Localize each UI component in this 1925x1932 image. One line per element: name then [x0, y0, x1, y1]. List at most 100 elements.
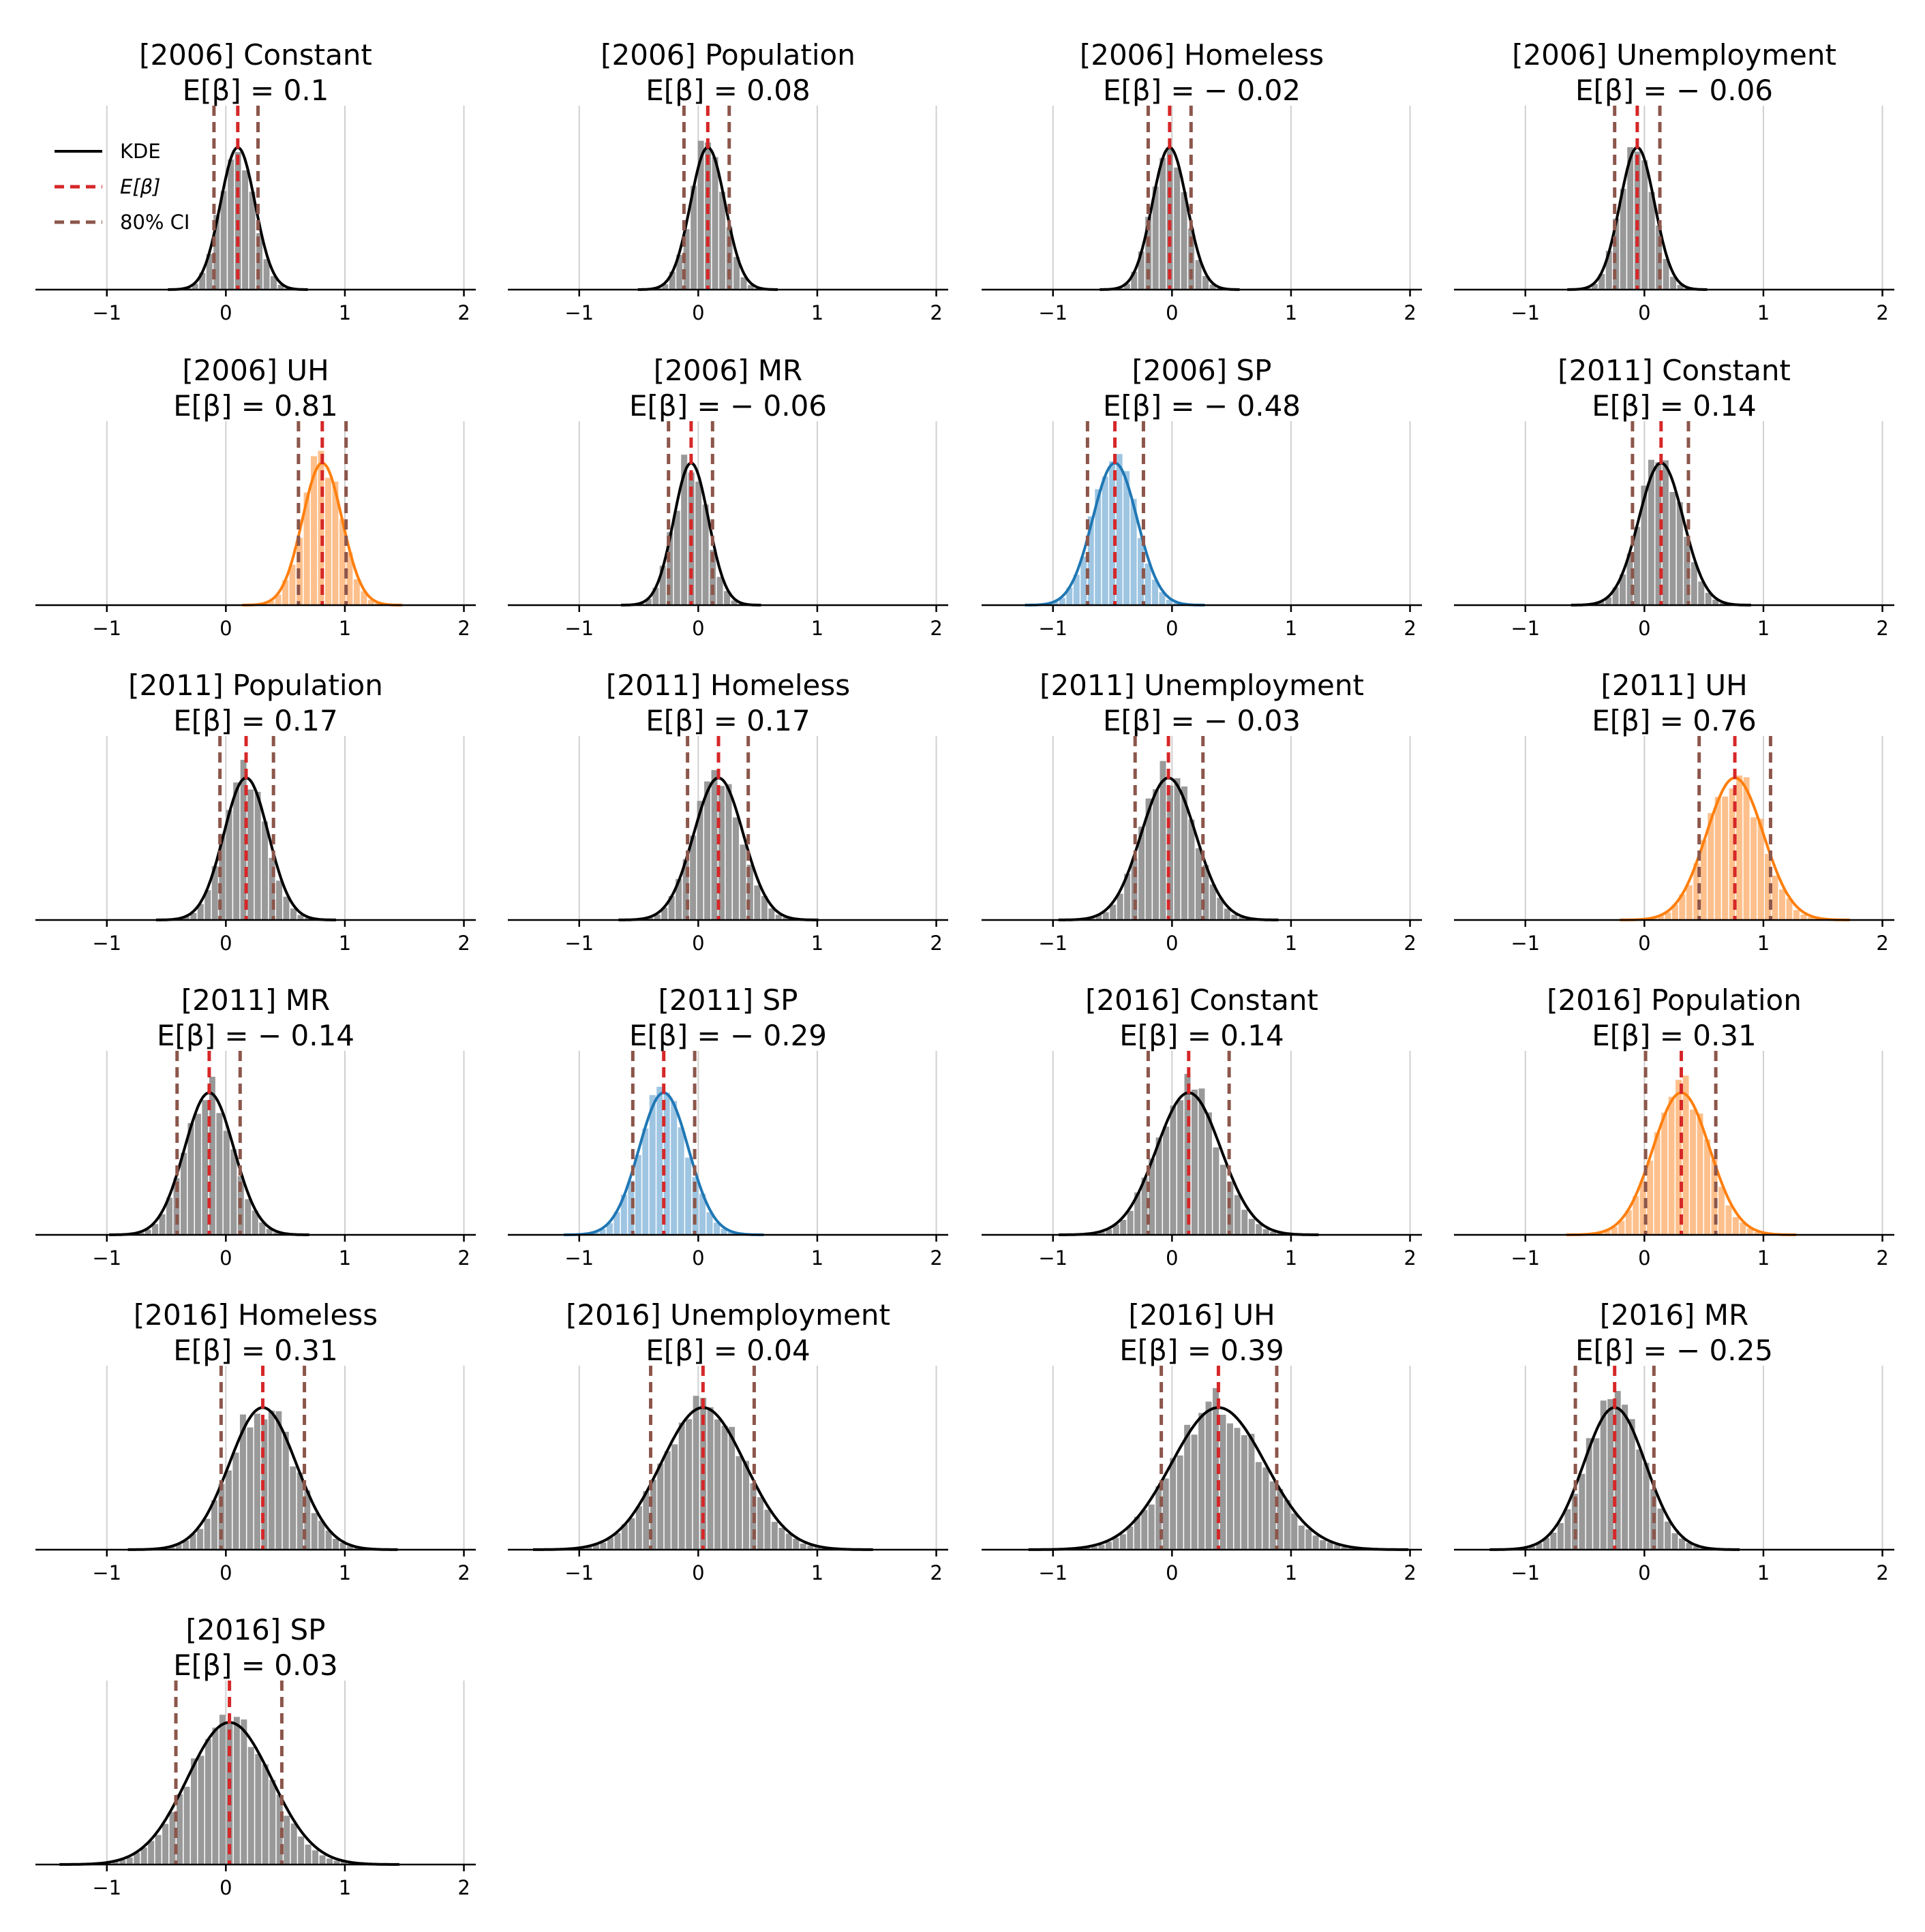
x-tick-label: −1 [564, 301, 594, 324]
histogram-bar [1109, 461, 1116, 605]
histogram-bar [664, 1451, 671, 1550]
histogram-bar [746, 864, 753, 920]
histogram-bar [1750, 817, 1757, 920]
histogram-bar [211, 865, 218, 920]
histogram-bar [206, 254, 213, 290]
histogram-bar [659, 566, 666, 605]
histogram-bar [1124, 874, 1131, 920]
x-tick-label: 2 [1404, 617, 1416, 640]
histogram-bar [721, 1426, 728, 1550]
histogram-bar [691, 185, 697, 290]
histogram-bar [297, 1472, 303, 1550]
histogram-bar [159, 1214, 166, 1235]
histogram-bar [1320, 1540, 1327, 1550]
histogram-bar [1166, 149, 1173, 290]
histogram-bar [676, 878, 682, 920]
x-tick-label: −1 [1038, 1561, 1067, 1584]
histogram-bar [191, 1758, 197, 1865]
histogram-bar [226, 1470, 232, 1550]
histogram-bar [1636, 1450, 1643, 1550]
histogram-bar [1662, 460, 1669, 605]
x-tick-label: 2 [1404, 1561, 1416, 1584]
histogram-bar [277, 284, 284, 290]
x-tick-label: 2 [457, 1876, 470, 1899]
histogram-bar [740, 277, 747, 290]
histogram-bar [339, 519, 346, 605]
histogram-bar [1778, 889, 1785, 920]
histogram-bar [1195, 260, 1202, 290]
histogram-bar [1095, 489, 1102, 605]
histogram-bar [216, 1113, 223, 1235]
histogram-bar [1181, 191, 1187, 290]
panel: [2016] UHE[β] = 0.39 −1 0 1 2 [982, 1298, 1422, 1584]
histogram-bar [1593, 1438, 1600, 1550]
histogram-bar [757, 1497, 763, 1550]
histogram-bar [249, 191, 256, 290]
histogram-bar [1284, 1500, 1290, 1550]
x-tick-label: 1 [339, 1876, 351, 1899]
histogram-bar [311, 456, 317, 605]
histogram-bar [270, 276, 277, 290]
x-tick-label: 1 [1285, 1246, 1297, 1270]
kde-curve [109, 1091, 309, 1236]
x-tick-label: −1 [92, 932, 121, 955]
histogram-bar [268, 600, 275, 605]
x-tick-label: 1 [1285, 617, 1297, 640]
histogram-bar [718, 786, 725, 920]
panel-title: [2011] Unemployment [1040, 669, 1364, 702]
x-tick-label: −1 [564, 617, 594, 640]
histogram-bar [600, 1542, 607, 1550]
x-tick-label: 0 [219, 1876, 232, 1899]
x-tick-label: 1 [811, 1561, 823, 1584]
histogram-bar [695, 481, 702, 605]
histogram-bar [1786, 898, 1793, 920]
histogram-bar [282, 1432, 289, 1550]
histogram-bar [204, 1518, 211, 1550]
panel: [2006] UHE[β] = 0.81 −1 0 1 2 [35, 354, 476, 640]
histogram-bar [219, 833, 226, 920]
histogram-bar [240, 759, 247, 920]
histogram-bar [1116, 454, 1123, 605]
x-tick-label: 2 [1404, 1246, 1416, 1270]
histogram-bar [1112, 1537, 1119, 1550]
histogram-bar [620, 1195, 627, 1235]
histogram-bar [1746, 1228, 1753, 1235]
histogram-bar [226, 810, 232, 920]
histogram-bar [681, 455, 688, 605]
histogram-bar [1298, 1525, 1305, 1550]
histogram-bar [168, 1546, 175, 1550]
histogram-bar [276, 1794, 283, 1865]
histogram-bar [702, 504, 709, 605]
histogram-bar [1612, 587, 1619, 605]
histogram-bar [247, 1747, 254, 1865]
histogram-bar [1596, 1232, 1603, 1235]
histogram-bar [1153, 789, 1159, 920]
histogram-bar [1188, 819, 1195, 920]
histogram-bar [1105, 1542, 1112, 1550]
x-tick-label: 0 [1166, 617, 1178, 640]
x-tick-label: 0 [219, 301, 232, 324]
histogram-bar [1213, 1387, 1219, 1550]
histogram-bar [707, 1407, 714, 1550]
panel-title: [2006] SP [1132, 354, 1272, 387]
histogram-bar [1671, 1533, 1678, 1550]
x-tick-label: 0 [692, 1561, 704, 1584]
histogram-bar [1213, 1147, 1219, 1235]
histogram-bar [704, 781, 711, 920]
x-tick-label: 0 [219, 1561, 232, 1584]
x-tick-label: 0 [692, 1246, 704, 1270]
histogram-bar [1686, 885, 1693, 920]
panel-title: [2011] Homeless [606, 669, 850, 702]
histogram-bar [1138, 251, 1145, 290]
histogram-bar [303, 492, 310, 605]
histogram-bar [262, 821, 269, 920]
x-tick-label: 1 [339, 1561, 351, 1584]
histogram-bar [275, 594, 282, 605]
histogram-bar [728, 1231, 734, 1235]
histogram-bar [807, 1546, 814, 1550]
histogram-bar [126, 1857, 133, 1865]
histogram-bar [269, 1779, 276, 1865]
